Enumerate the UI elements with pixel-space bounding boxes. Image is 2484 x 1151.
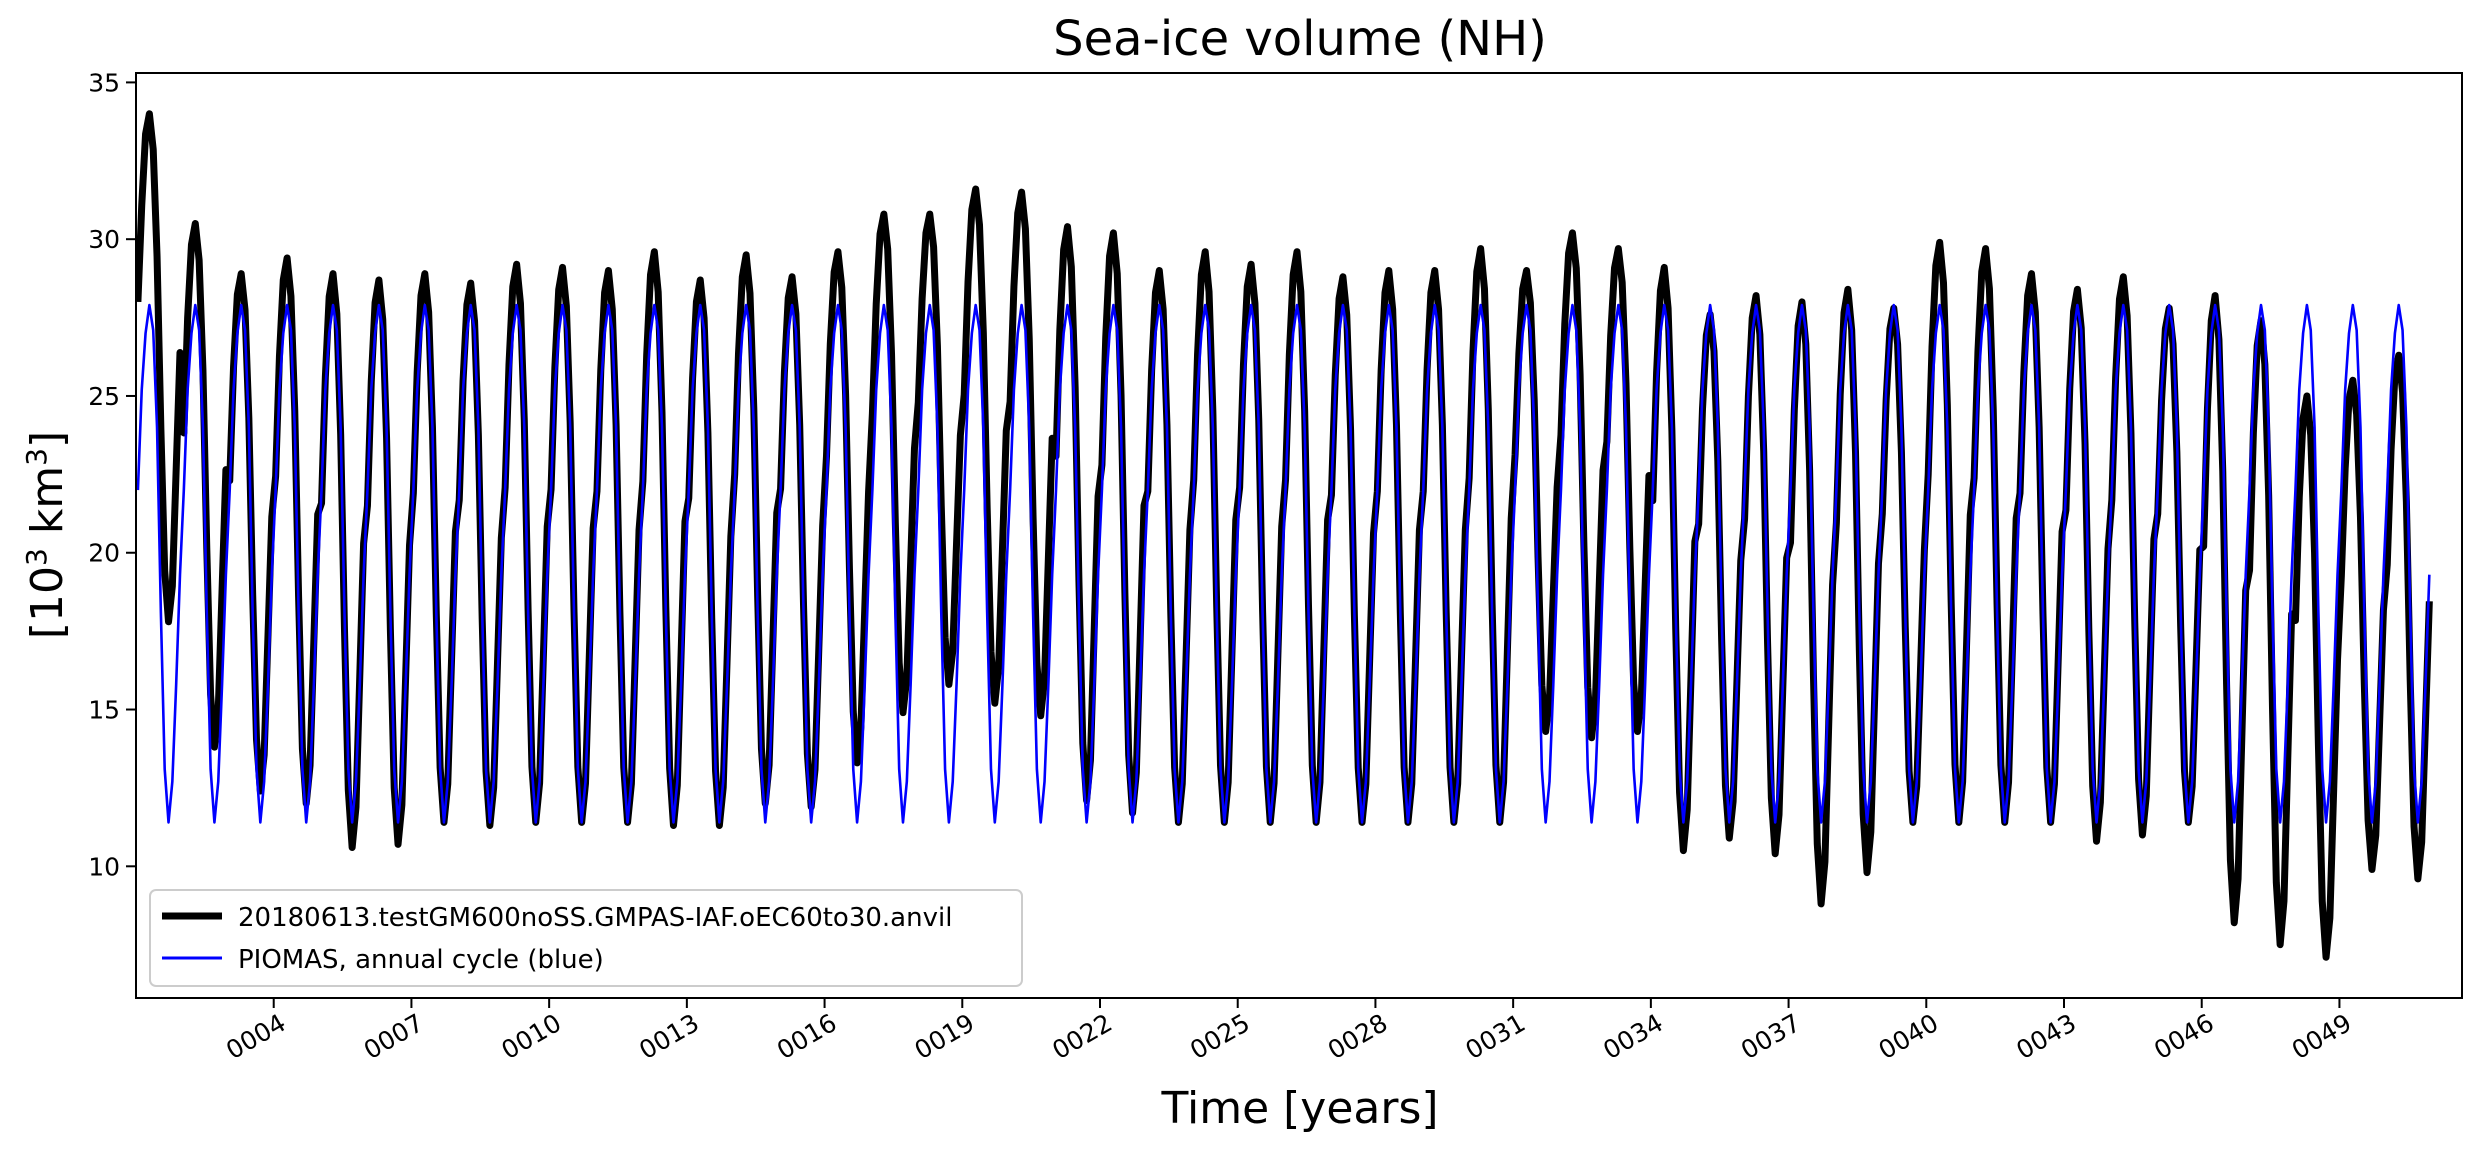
x-axis-title: Time [years] — [1160, 1083, 1438, 1134]
legend: 20180613.testGM600noSS.GMPAS-IAF.oEC60to… — [149, 889, 1023, 987]
series-line-piomas — [136, 303, 2431, 824]
y-axis: 10 15 20 25 30 35 — [88, 68, 136, 881]
y-tick-label-35: 35 — [88, 68, 120, 97]
y-axis-title-part1: [10 — [22, 566, 73, 639]
y-tick-label-10: 10 — [88, 852, 120, 881]
y-tick-label-25: 25 — [88, 382, 120, 411]
series-layer — [136, 110, 2433, 961]
y-tick-label-15: 15 — [88, 696, 120, 725]
y-axis-title-sup2: 3 — [20, 448, 53, 466]
legend-box — [149, 889, 1023, 987]
y-axis-title-part2: km — [22, 466, 73, 548]
y-axis-title: [103 km3] — [20, 431, 73, 639]
legend-label-model: 20180613.testGM600noSS.GMPAS-IAF.oEC60to… — [238, 903, 952, 933]
y-tick-label-30: 30 — [88, 225, 120, 254]
legend-label-piomas: PIOMAS, annual cycle (blue) — [238, 945, 604, 975]
y-tick-label-20: 20 — [88, 539, 120, 568]
plot-frame — [135, 72, 2463, 999]
plot-area — [135, 72, 2463, 999]
chart-title: Sea-ice volume (NH) — [1053, 11, 1547, 67]
y-axis-title-end: ] — [22, 431, 73, 448]
y-axis-title-sup1: 3 — [20, 548, 53, 566]
